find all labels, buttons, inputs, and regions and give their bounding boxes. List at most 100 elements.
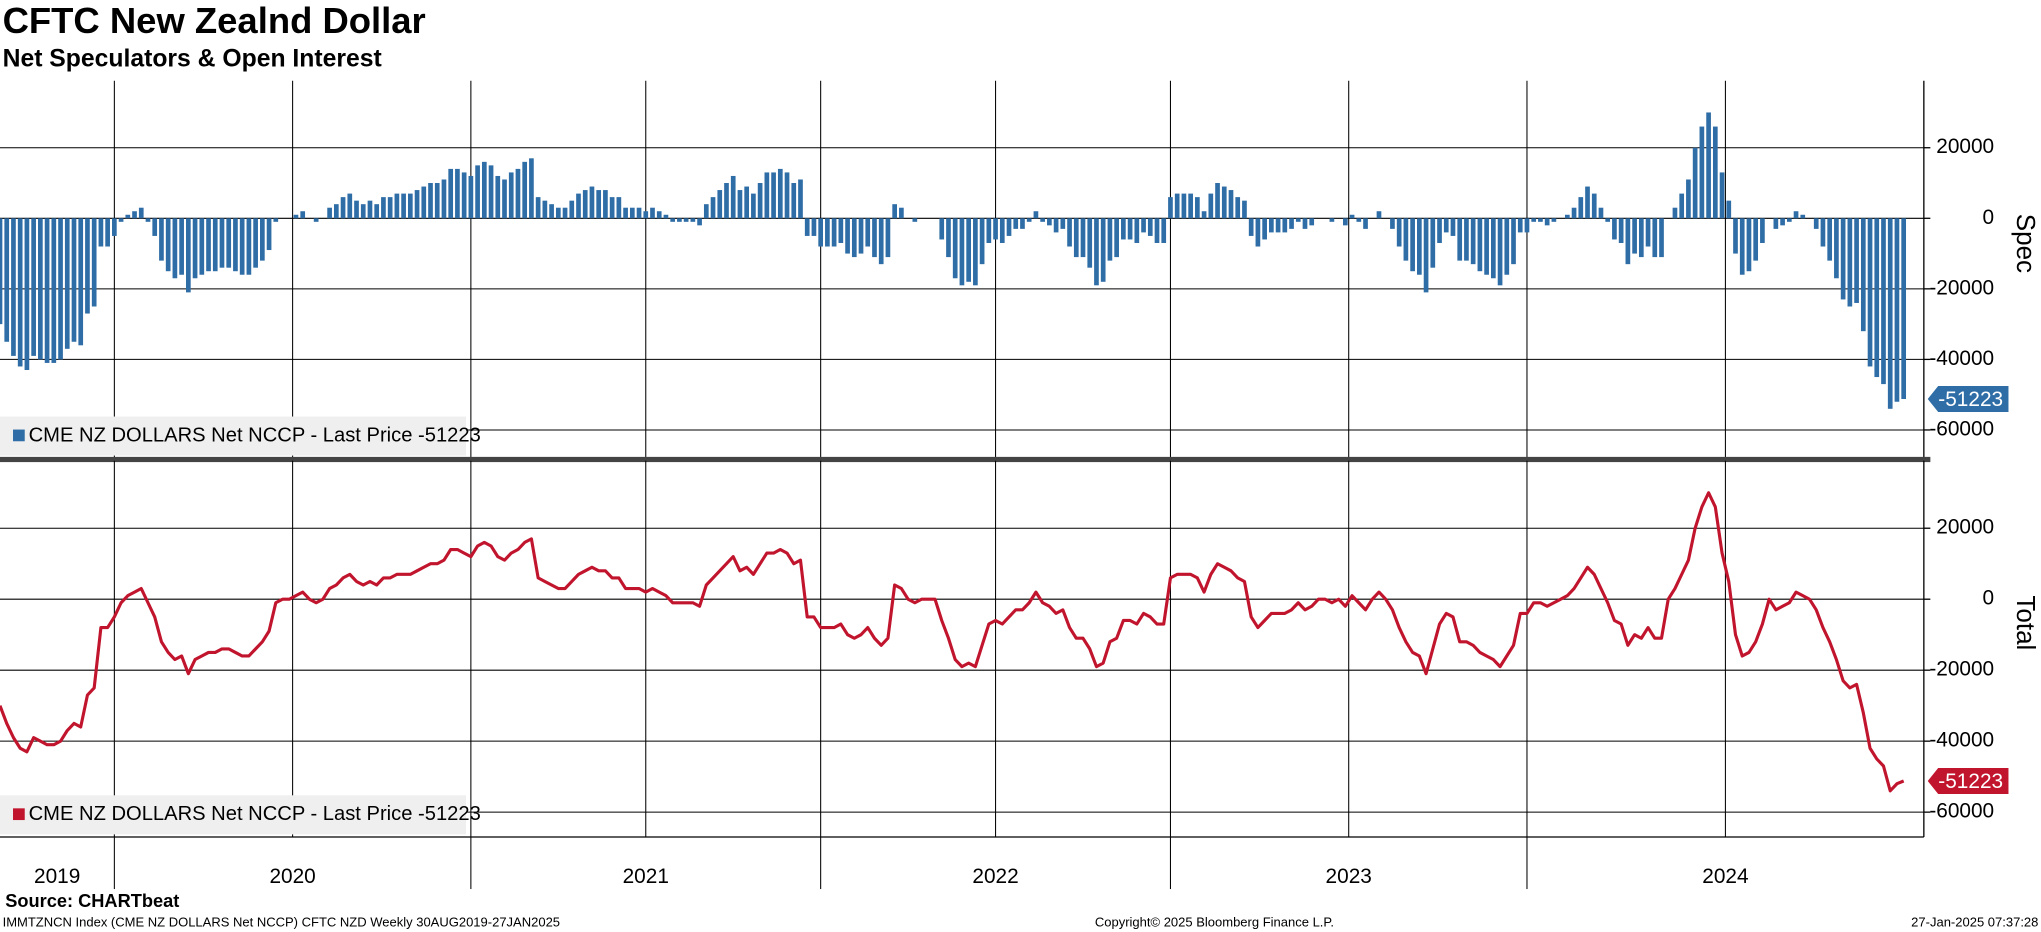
bar: [1188, 193, 1193, 219]
bar: [1585, 186, 1590, 219]
bar: [125, 214, 131, 219]
bar: [293, 214, 299, 219]
bar: [179, 218, 184, 275]
y-tick-label: -20000: [1929, 658, 1994, 681]
bar: [589, 186, 595, 219]
bar: [1006, 218, 1012, 236]
bar: [401, 193, 406, 219]
bar: [78, 218, 84, 346]
bar: [1477, 218, 1483, 272]
bar: [1686, 179, 1691, 219]
bar: [1443, 218, 1449, 233]
bar: [1753, 218, 1759, 261]
bar: [1504, 218, 1510, 275]
y-tick-label: -60000: [1929, 800, 1994, 823]
bar: [724, 183, 729, 219]
bar: [730, 175, 736, 219]
bar: [24, 218, 30, 370]
bar: [31, 218, 36, 356]
y-tick-label: 0: [1983, 587, 1995, 610]
bar: [1020, 218, 1025, 229]
bar: [1464, 218, 1469, 261]
bar: [1060, 218, 1066, 229]
bar: [1242, 200, 1247, 219]
bar: [609, 197, 615, 219]
bar: [1538, 218, 1543, 222]
bar: [488, 165, 494, 219]
bar: [798, 179, 803, 219]
bar: [1168, 197, 1173, 219]
bar: [979, 218, 985, 265]
bar: [172, 218, 178, 279]
bar: [872, 218, 877, 258]
bar: [1894, 218, 1900, 402]
bar: [253, 218, 258, 268]
bar: [407, 193, 413, 219]
y-tick-label: -40000: [1929, 729, 1994, 752]
bar: [374, 204, 380, 219]
footer-info: IMMTZNCN Index (CME NZ DOLLARS Net NCCP)…: [3, 914, 560, 929]
bar: [1901, 218, 1907, 400]
bar: [1094, 218, 1099, 286]
bar: [347, 193, 353, 219]
bar: [38, 218, 43, 360]
bar: [1699, 126, 1705, 219]
bar: [1343, 218, 1348, 226]
bar: [1659, 218, 1664, 258]
bar: [845, 218, 850, 254]
bar: [1712, 126, 1718, 219]
legend-box: [0, 416, 466, 456]
bar: [1618, 218, 1624, 243]
bar: [1793, 211, 1799, 219]
bar: [212, 218, 218, 272]
bar: [993, 218, 998, 240]
bar: [58, 218, 63, 360]
bar: [1053, 218, 1059, 233]
legend-label: CME NZ DOLLARS Net NCCP - Last Price -51…: [29, 424, 481, 446]
bar: [1208, 193, 1214, 219]
bar: [85, 218, 90, 314]
x-tick-label: 2020: [269, 865, 315, 888]
bar: [1524, 218, 1530, 233]
bar: [616, 197, 622, 219]
bar: [959, 218, 965, 286]
bar: [1215, 183, 1220, 219]
bar: [1423, 218, 1429, 293]
bar: [1692, 147, 1698, 219]
bar: [623, 207, 628, 219]
bar: [1329, 218, 1335, 222]
bar: [1867, 218, 1873, 367]
legend-swatch: [13, 808, 25, 821]
bar: [582, 190, 588, 219]
bar: [757, 183, 763, 219]
y-tick-label: -60000: [1929, 417, 1994, 440]
bar: [650, 207, 655, 219]
bar: [811, 218, 817, 236]
bar: [1262, 218, 1267, 240]
bar: [986, 218, 992, 243]
bar: [764, 172, 770, 219]
line: [0, 491, 1905, 793]
bar: [199, 218, 205, 275]
bar: [1490, 218, 1496, 279]
bar: [636, 207, 642, 219]
bar: [939, 218, 945, 240]
bar: [333, 204, 339, 219]
bar: [515, 168, 521, 219]
y-axis-label: Spec: [2011, 214, 2041, 273]
bar: [1605, 218, 1611, 222]
bar: [428, 183, 433, 219]
bar: [555, 207, 561, 219]
bar: [0, 218, 3, 325]
bar: [1174, 193, 1180, 219]
y-axis-label: Total: [2011, 595, 2041, 650]
bar: [1295, 218, 1301, 222]
bar: [1195, 197, 1200, 219]
bar: [246, 218, 252, 275]
bar: [51, 218, 57, 363]
bar: [1013, 218, 1019, 229]
bar: [1376, 211, 1382, 219]
bar: [831, 218, 837, 247]
bar: [468, 175, 474, 219]
y-tick-label: -40000: [1929, 347, 1994, 370]
